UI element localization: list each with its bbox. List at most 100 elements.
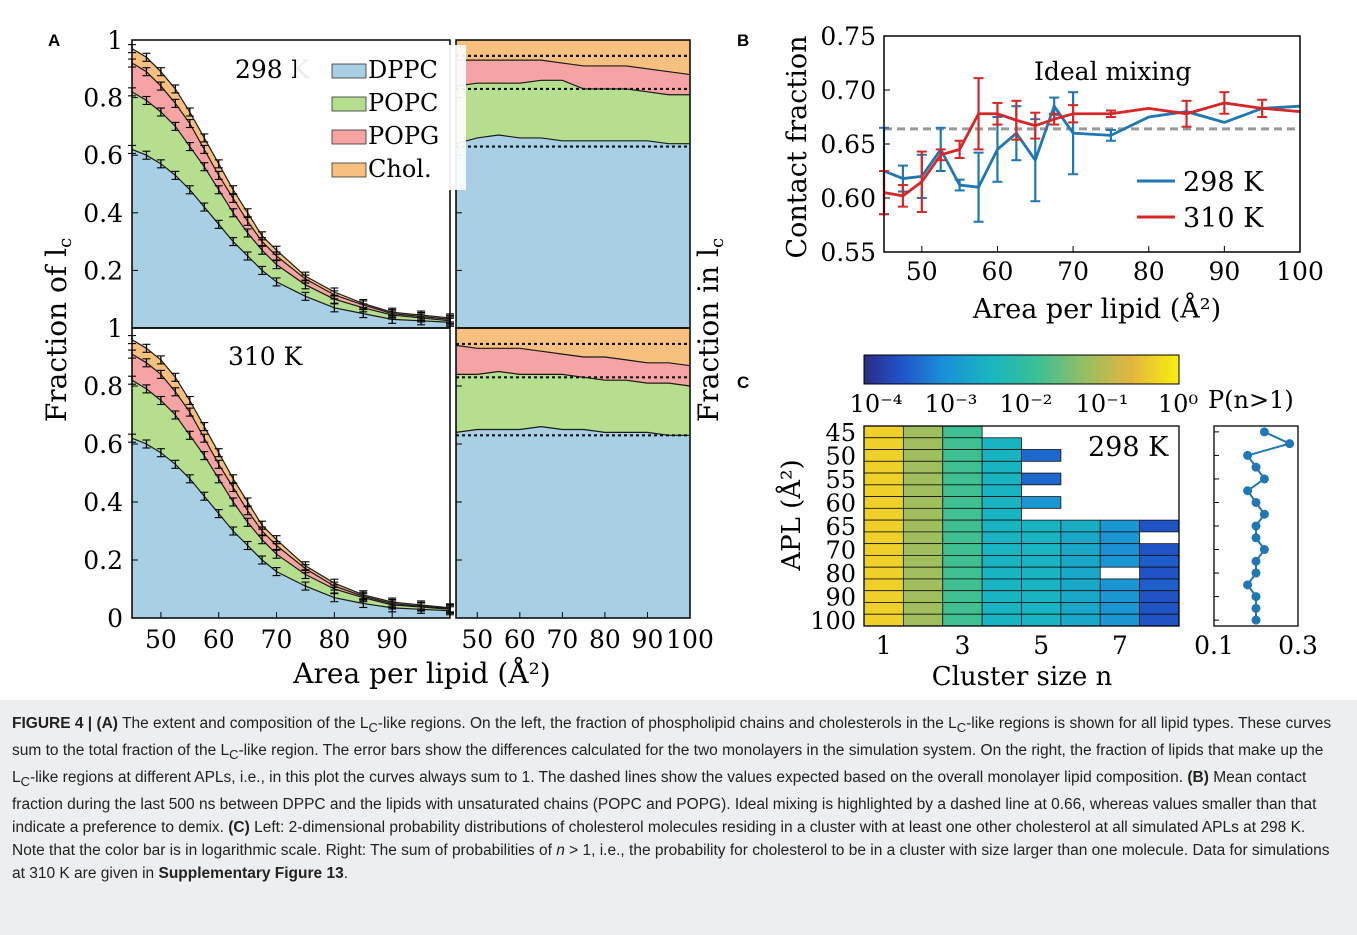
probability-point bbox=[1243, 486, 1253, 496]
caption-c-end: . bbox=[343, 865, 349, 883]
side-plot-title: P(n>1) bbox=[1208, 386, 1294, 414]
caption-sub-1: C bbox=[368, 720, 378, 736]
heatmap-cell bbox=[902, 566, 944, 580]
caption-figure-label: FIGURE 4 | bbox=[12, 715, 93, 732]
area-dppc bbox=[132, 149, 450, 328]
heatmap-cell bbox=[942, 507, 983, 521]
caption-a-text-3: -like regions is shown for all lipid typ… bbox=[12, 715, 1332, 760]
caption-a-text-2: -like regions. On the left, the fraction… bbox=[377, 715, 957, 732]
boundary-popg bbox=[455, 344, 691, 367]
heatmap-cell bbox=[1099, 555, 1141, 568]
heatmap-cell bbox=[863, 613, 904, 627]
panel-letter-b: B bbox=[737, 31, 749, 50]
caption-b-tag: (B) bbox=[1187, 769, 1209, 787]
area-popg bbox=[456, 60, 690, 95]
heatmap-cell bbox=[1060, 578, 1101, 592]
heatmap-cell bbox=[1021, 578, 1062, 592]
heatmap-cell bbox=[981, 578, 1022, 592]
x-tick-label: 5 bbox=[1033, 631, 1049, 660]
heatmap-cell bbox=[863, 543, 904, 556]
heatmap-cell bbox=[1139, 578, 1180, 592]
heatmap-cell bbox=[902, 543, 944, 556]
x-tick-label: 90 bbox=[1208, 257, 1240, 286]
heatmap-cell bbox=[1021, 613, 1062, 627]
heatmap-cell bbox=[1099, 543, 1141, 556]
legend-label-298k: 298 K bbox=[1183, 167, 1264, 198]
heatmap-cell bbox=[1139, 555, 1180, 568]
heatmap-cell bbox=[942, 519, 983, 533]
heatmap-cell bbox=[981, 555, 1022, 568]
y-tick-label: 0.6 bbox=[83, 141, 123, 170]
probability-point bbox=[1251, 592, 1261, 602]
boundary-popc bbox=[456, 370, 691, 387]
y-tick-label: 0.4 bbox=[83, 488, 123, 517]
probability-point bbox=[1251, 556, 1261, 566]
heatmap-cell bbox=[981, 496, 1022, 509]
caption-sub-4: C bbox=[20, 774, 30, 790]
heatmap-cell bbox=[1021, 543, 1062, 556]
y-tick-label: 0.70 bbox=[820, 76, 876, 105]
caption-c-tag: (C) bbox=[228, 819, 250, 837]
panel-c-temp-label: 298 K bbox=[1088, 432, 1169, 463]
x-tick-label: 60 bbox=[504, 625, 536, 654]
caption-c-n: n bbox=[556, 842, 565, 860]
y-tick-label: 1 bbox=[107, 314, 123, 343]
heatmap-cell bbox=[863, 566, 904, 580]
probability-point bbox=[1251, 533, 1261, 543]
heatmap-cell bbox=[863, 531, 904, 545]
heatmap-cell bbox=[1099, 578, 1141, 592]
heatmap-cell bbox=[942, 496, 983, 509]
heatmap-cell bbox=[863, 578, 904, 592]
probability-point bbox=[1259, 427, 1269, 437]
axes-frame bbox=[131, 327, 451, 619]
y-tick-label: 70 bbox=[825, 537, 856, 565]
probability-point bbox=[1243, 450, 1253, 460]
axes-frame bbox=[455, 327, 691, 619]
y-tick-label: 0.2 bbox=[83, 256, 123, 285]
heatmap-cell bbox=[942, 437, 983, 450]
heatmap-cell bbox=[1021, 449, 1062, 462]
heatmap-cell bbox=[1021, 531, 1062, 545]
area-dppc bbox=[456, 426, 690, 618]
heatmap-cell bbox=[981, 543, 1022, 556]
x-tick-label: 70 bbox=[546, 625, 578, 654]
probability-point bbox=[1259, 474, 1269, 484]
caption-supp-link[interactable]: Supplementary Figure 13 bbox=[158, 865, 344, 883]
x-tick-label: 60 bbox=[982, 257, 1014, 286]
legend-swatch-chol bbox=[331, 162, 367, 178]
x-tick-label: 50 bbox=[461, 625, 493, 654]
heatmap-cell bbox=[1021, 519, 1062, 533]
heatmap-cell bbox=[981, 472, 1022, 486]
heatmap-cell bbox=[863, 507, 904, 521]
heatmap-cell bbox=[942, 590, 983, 603]
probability-point bbox=[1285, 439, 1295, 449]
legend-swatch-dppc bbox=[331, 63, 367, 79]
legend-swatch-popc bbox=[331, 96, 367, 112]
legend-label-popg: POPG bbox=[368, 122, 439, 150]
y-tick-label: 0.60 bbox=[820, 184, 876, 213]
area-popc bbox=[456, 80, 690, 144]
heatmap-cell bbox=[981, 613, 1022, 627]
ideal-mixing-label: Ideal mixing bbox=[1034, 57, 1191, 86]
caption-a-tag: (A) bbox=[96, 715, 118, 732]
heatmap-cell bbox=[942, 578, 983, 592]
panel-a-310k-left bbox=[128, 335, 454, 618]
x-tick-label: 3 bbox=[954, 631, 970, 660]
panel-a-310k-right bbox=[455, 328, 691, 618]
heatmap-cell bbox=[863, 555, 904, 568]
heatmap-cell bbox=[902, 472, 944, 486]
x-tick-label: 90 bbox=[632, 625, 664, 654]
x-tick-label: 80 bbox=[589, 625, 621, 654]
probability-point bbox=[1243, 580, 1253, 590]
colorbar-ticks: 10⁻⁴ 10⁻³ 10⁻² 10⁻¹ 10⁰ bbox=[850, 390, 1199, 418]
heatmap-cell bbox=[981, 519, 1022, 533]
probability-point bbox=[1251, 603, 1261, 613]
heatmap-cell bbox=[863, 472, 904, 486]
figure: A B C 0.2 0.4 0.6 0.8 1 0 0.2 0.4 0.6 0.8 1 50 60 70 8… bbox=[40, 22, 1324, 692]
x-tick-label: 50 bbox=[145, 625, 177, 654]
caption-c-text-2: > 1, i.e., the probability for cholester… bbox=[12, 842, 1330, 883]
heatmap-cell bbox=[1060, 613, 1101, 627]
x-tick-label: 70 bbox=[261, 625, 293, 654]
probability-point bbox=[1251, 568, 1261, 578]
area-chol bbox=[456, 328, 690, 366]
